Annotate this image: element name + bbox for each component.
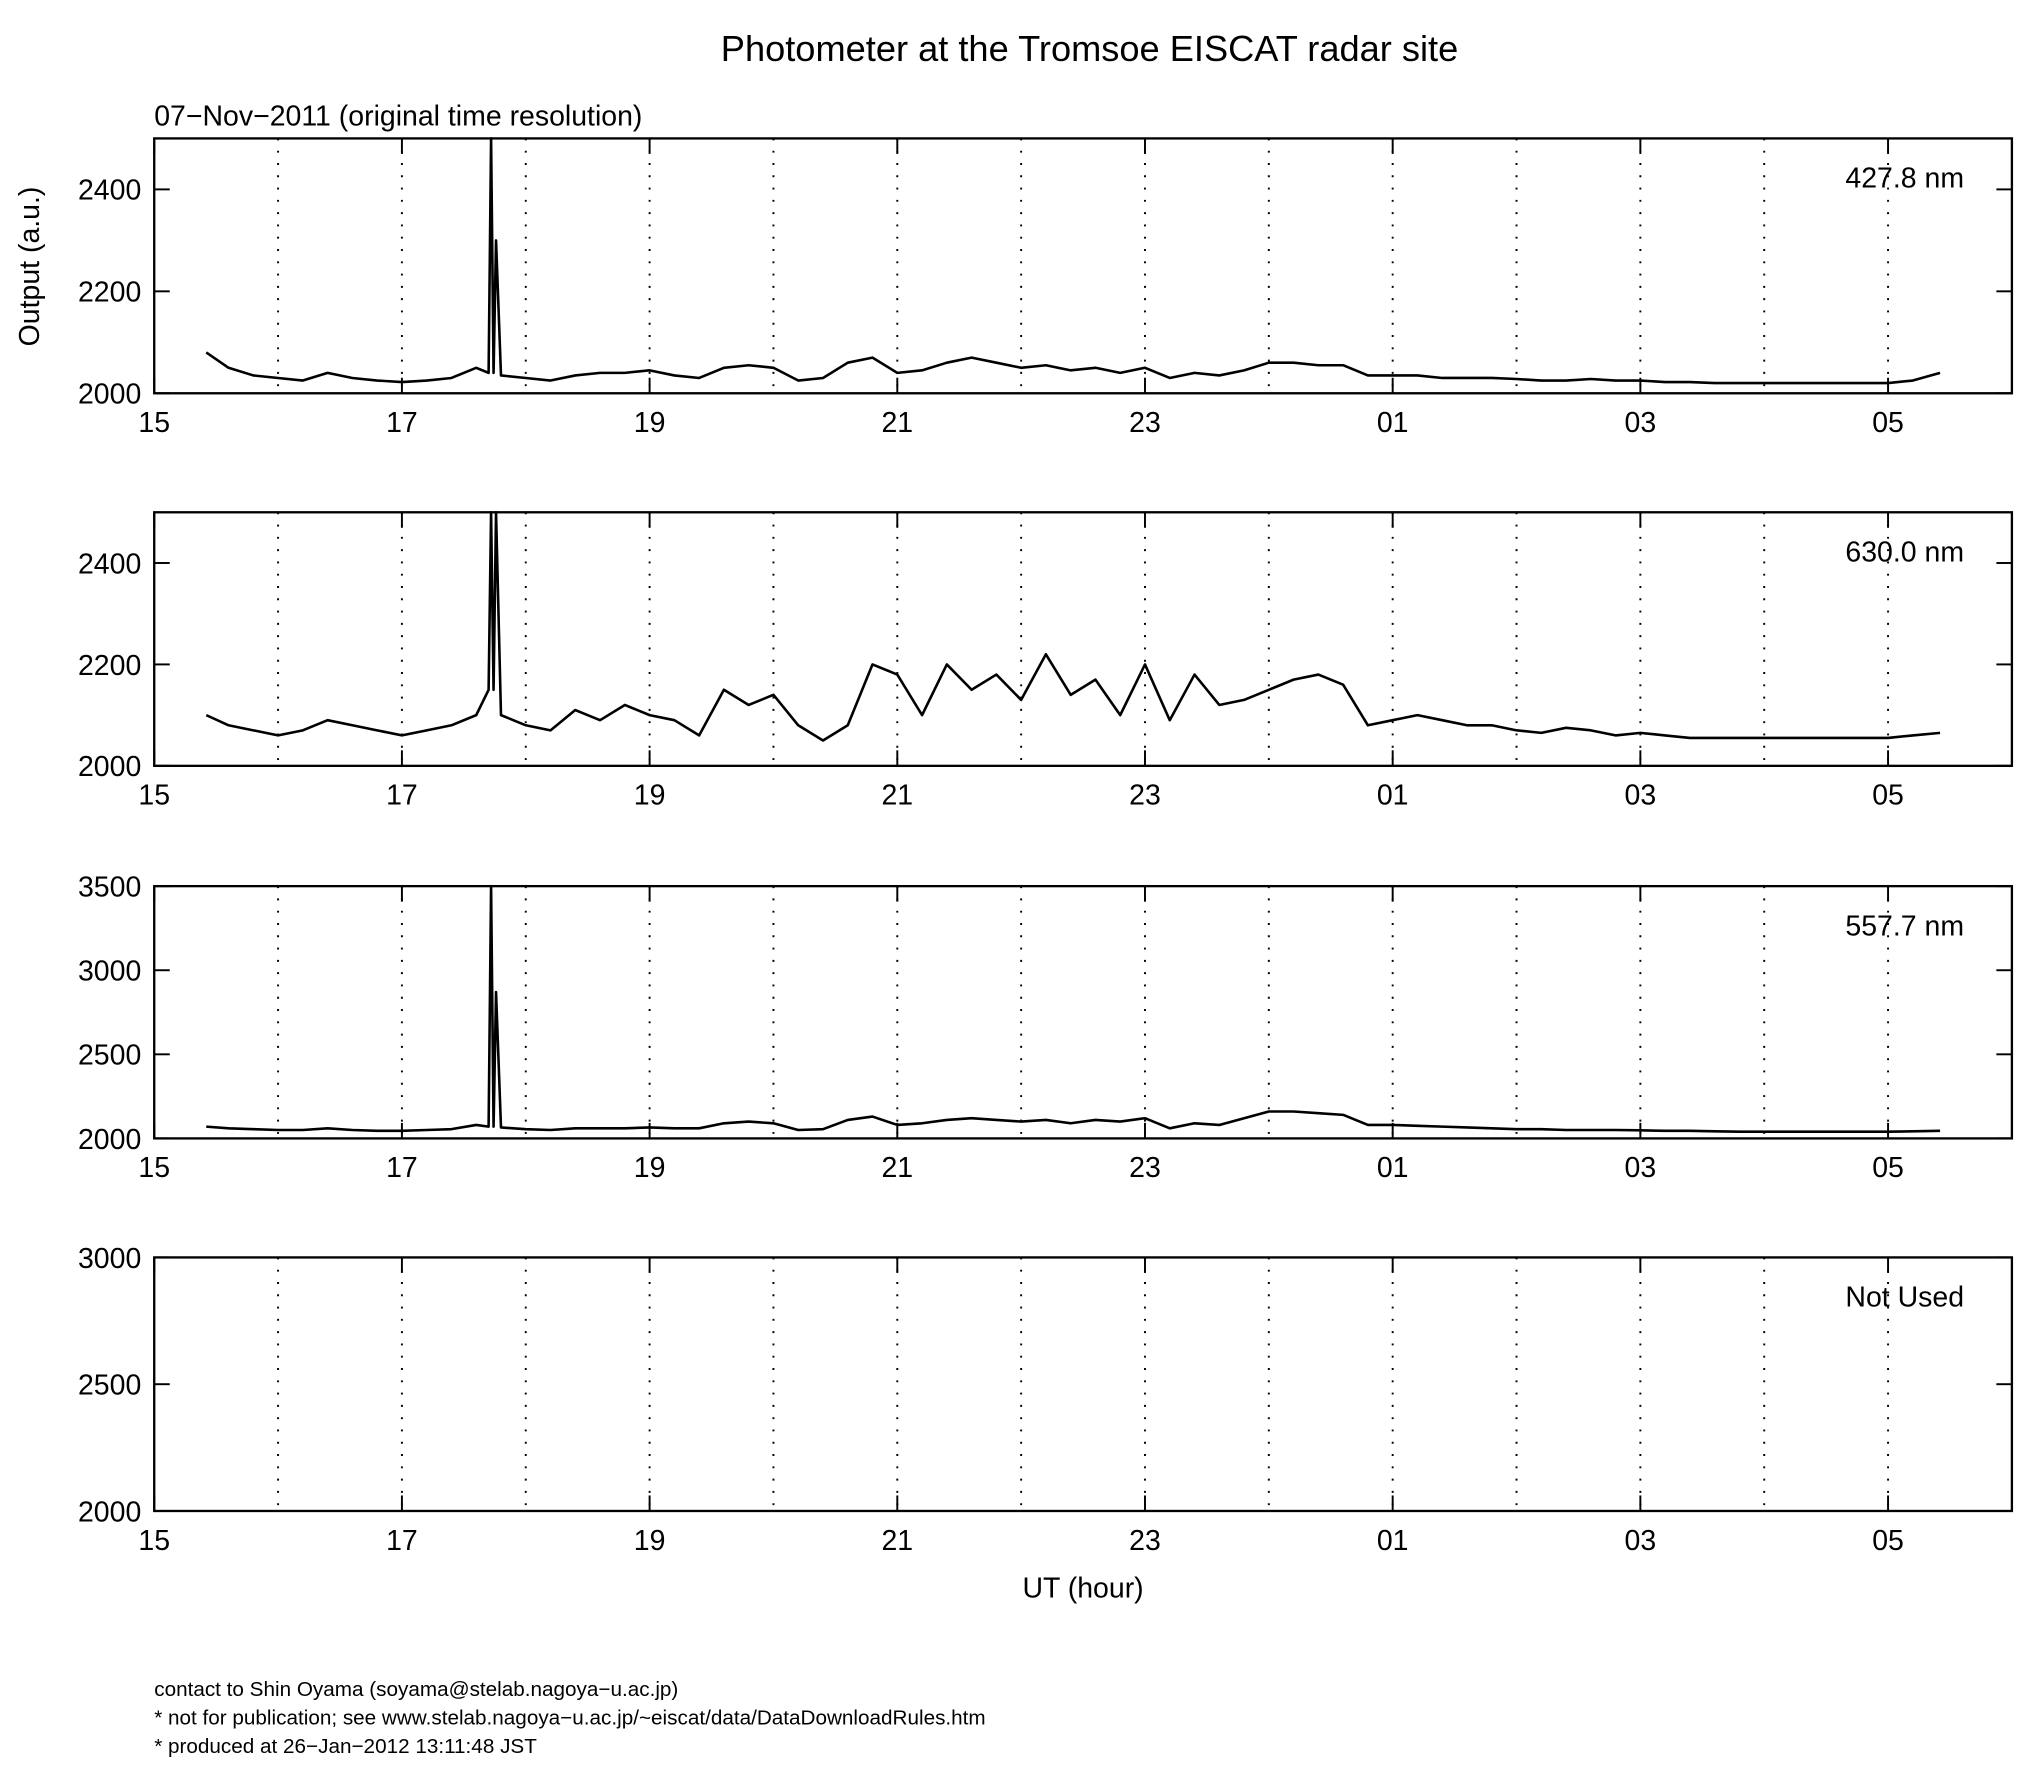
x-tick-label: 19 (634, 1525, 666, 1557)
chart-title: Photometer at the Tromsoe EISCAT radar s… (721, 28, 1458, 69)
y-tick-label: 2500 (78, 1040, 141, 1072)
plot-frame (153, 511, 2014, 768)
x-tick-label: 03 (1625, 407, 1657, 439)
data-line (205, 137, 1941, 385)
footer-line: * not for publication; see www.stelab.na… (154, 1706, 985, 1729)
x-tick-label: 21 (881, 1525, 913, 1557)
plot-frame (153, 884, 2014, 1140)
plot-frame (153, 137, 2014, 395)
x-tick-label: 15 (138, 780, 170, 812)
y-tick-label: 3500 (78, 871, 141, 903)
x-tick-label: 19 (634, 407, 666, 439)
x-tick-label: 15 (138, 1525, 170, 1557)
x-tick-label: 03 (1625, 1525, 1657, 1557)
y-tick-label: 2000 (78, 1124, 141, 1156)
y-tick-label: 2000 (78, 379, 141, 411)
x-tick-label: 05 (1872, 407, 1904, 439)
footer-line: contact to Shin Oyama (soyama@stelab.nag… (154, 1678, 678, 1701)
footer-line: * produced at 26−Jan−2012 13:11:48 JST (154, 1735, 537, 1758)
x-tick-label: 05 (1872, 780, 1904, 812)
annotation: 557.7 nm (1845, 910, 1964, 942)
y-tick-label: 2500 (78, 1370, 141, 1402)
y-tick-label: 2400 (78, 548, 141, 580)
x-tick-label: 19 (634, 1152, 666, 1184)
x-tick-label: 19 (634, 780, 666, 812)
x-tick-label: 17 (386, 407, 418, 439)
x-tick-label: 21 (881, 407, 913, 439)
y-tick-label: 3000 (78, 1243, 141, 1275)
x-tick-label: 17 (386, 1152, 418, 1184)
x-tick-label: 03 (1625, 780, 1657, 812)
x-tick-label: 01 (1377, 780, 1409, 812)
y-tick-label: 2200 (78, 277, 141, 309)
x-tick-label: 01 (1377, 1525, 1409, 1557)
x-tick-label: 17 (386, 1525, 418, 1557)
y-tick-label: 3000 (78, 956, 141, 988)
x-tick-label: 21 (881, 1152, 913, 1184)
subtitle: 07−Nov−2011 (original time resolution) (154, 100, 642, 132)
x-tick-label: 17 (386, 780, 418, 812)
x-tick-label: 01 (1377, 1152, 1409, 1184)
x-tick-label: 03 (1625, 1152, 1657, 1184)
annotation: 630.0 nm (1845, 536, 1964, 568)
x-tick-label: 23 (1129, 780, 1161, 812)
annotation: 427.8 nm (1845, 163, 1964, 195)
x-tick-label: 01 (1377, 407, 1409, 439)
x-tick-label: 15 (138, 1152, 170, 1184)
y-tick-label: 2200 (78, 650, 141, 682)
x-tick-label: 23 (1129, 407, 1161, 439)
plot-frame (153, 1256, 2014, 1513)
x-tick-label: 15 (138, 407, 170, 439)
y-tick-label: 2400 (78, 175, 141, 207)
x-tick-label: 23 (1129, 1152, 1161, 1184)
y-tick-label: 2000 (78, 751, 141, 783)
x-tick-label: 05 (1872, 1525, 1904, 1557)
data-line (206, 884, 1941, 1133)
x-tick-label: 05 (1872, 1152, 1904, 1184)
x-tick-label: 21 (881, 780, 913, 812)
y-axis-label: Output (a.u.) (14, 187, 46, 347)
x-tick-label: 23 (1129, 1525, 1161, 1557)
x-axis-label: UT (hour) (1022, 1573, 1143, 1605)
y-tick-label: 2000 (78, 1496, 141, 1528)
annotation: Not Used (1845, 1282, 1964, 1314)
data-line (205, 510, 1941, 742)
